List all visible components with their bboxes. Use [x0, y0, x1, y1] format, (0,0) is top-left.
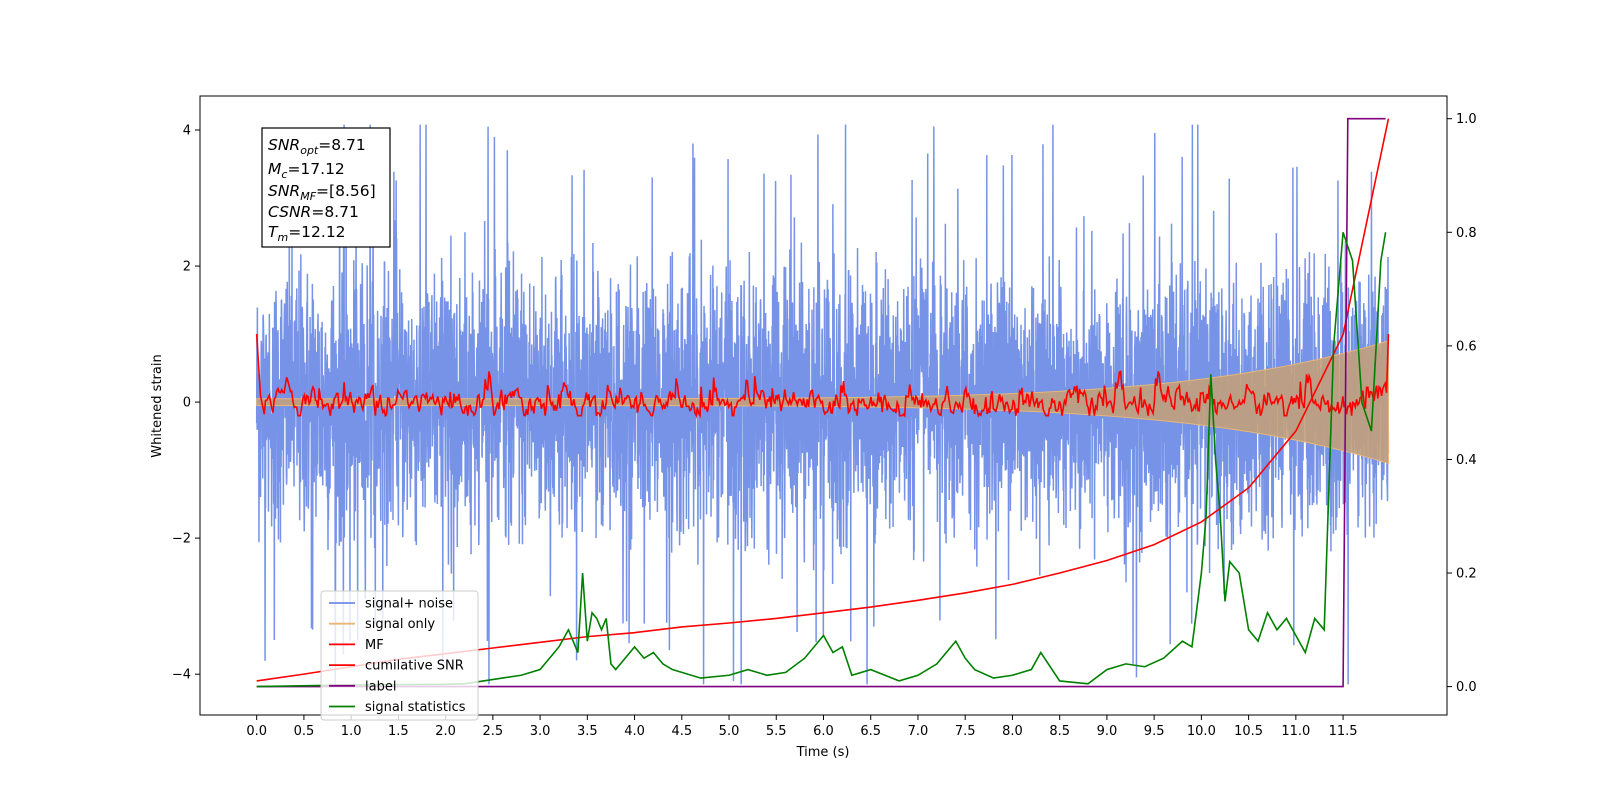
- annotation-box: SNRopt=8.71 Mc=17.12 SNRMF=[8.56] CSNR=8…: [261, 127, 391, 248]
- right-y-tick-label: 1.0: [1456, 112, 1477, 127]
- left-y-tick-label: 4: [183, 124, 191, 139]
- annotation-csnr: CSNR=8.71: [268, 203, 359, 221]
- x-tick-label: 8.5: [1049, 724, 1070, 739]
- right-y-tick-label: 0.4: [1456, 453, 1477, 468]
- legend-entries: signal+ noise signal only MF cumilative SNR…: [329, 597, 466, 715]
- x-tick-label: 9.5: [1144, 724, 1165, 739]
- left-y-tick-label: 0: [183, 396, 191, 411]
- x-tick-label: 1.0: [341, 724, 362, 739]
- left-y-ticks: 4 2 0 −2 −4: [172, 124, 200, 683]
- x-tick-label: 8.0: [1002, 724, 1023, 739]
- right-y-tick-label: 0.0: [1456, 680, 1477, 695]
- left-y-tick-label: −2: [172, 532, 191, 547]
- x-tick-label: 0.0: [246, 724, 267, 739]
- x-tick-label: 2.0: [435, 724, 456, 739]
- series-label: [256, 117, 1386, 688]
- x-tick-label: 7.0: [908, 724, 929, 739]
- x-tick-label: 5.0: [719, 724, 740, 739]
- legend: signal+ noise signal only MF cumilative SNR…: [320, 590, 479, 721]
- x-tick-label: 1.5: [388, 724, 409, 739]
- x-tick-label: 10.0: [1187, 724, 1216, 739]
- legend-label: signal statistics: [365, 700, 466, 715]
- annotation-tm: Tm=12.12: [268, 223, 346, 244]
- x-ticks: 0.0 0.5 1.0 1.5 2.0 2.5 3.0 3.5 4.0 4.5 5.0 5.5 6.0 6…: [246, 715, 1358, 739]
- plot-area: [255, 117, 1390, 688]
- x-tick-label: 5.5: [766, 724, 787, 739]
- x-tick-label: 10.5: [1234, 724, 1263, 739]
- annotation-snr-opt: SNRopt=8.71: [268, 136, 366, 157]
- x-tick-label: 4.0: [624, 724, 645, 739]
- series-signal-noise: [255, 124, 1390, 685]
- x-tick-label: 3.5: [577, 724, 598, 739]
- legend-label: signal only: [365, 617, 435, 632]
- x-tick-label: 11.5: [1329, 724, 1358, 739]
- legend-label: signal+ noise: [365, 597, 453, 612]
- y-axis-label: Whitened strain: [150, 354, 165, 457]
- x-tick-label: 2.5: [483, 724, 504, 739]
- legend-label: label: [365, 679, 396, 694]
- x-tick-label: 7.5: [955, 724, 976, 739]
- annotation-mc: Mc=17.12: [268, 160, 345, 181]
- legend-label: MF: [365, 638, 384, 653]
- legend-frame: [320, 590, 479, 721]
- left-y-tick-label: 2: [183, 260, 191, 275]
- series-mf: [255, 334, 1390, 419]
- right-y-tick-label: 0.6: [1456, 339, 1477, 354]
- right-y-ticks: 1.0 0.8 0.6 0.4 0.2 0.0: [1447, 112, 1477, 695]
- x-tick-label: 11.0: [1281, 724, 1310, 739]
- x-tick-label: 6.5: [860, 724, 881, 739]
- legend-label: cumilative SNR: [365, 659, 464, 674]
- x-tick-label: 4.5: [671, 724, 692, 739]
- right-y-tick-label: 0.2: [1456, 567, 1477, 582]
- annotation-frame: [261, 127, 391, 248]
- annotation-snr-mf: SNRMF=[8.56]: [268, 182, 376, 203]
- x-axis-label: Time (s): [796, 745, 850, 760]
- right-y-tick-label: 0.8: [1456, 226, 1477, 241]
- series-layer: [255, 117, 1390, 688]
- x-tick-label: 6.0: [813, 724, 834, 739]
- x-tick-label: 0.5: [294, 724, 315, 739]
- x-tick-label: 3.0: [530, 724, 551, 739]
- left-y-tick-label: −4: [172, 668, 191, 683]
- x-tick-label: 9.0: [1097, 724, 1118, 739]
- axes-frame: [199, 95, 1448, 716]
- series-signal-statistics: [256, 232, 1387, 688]
